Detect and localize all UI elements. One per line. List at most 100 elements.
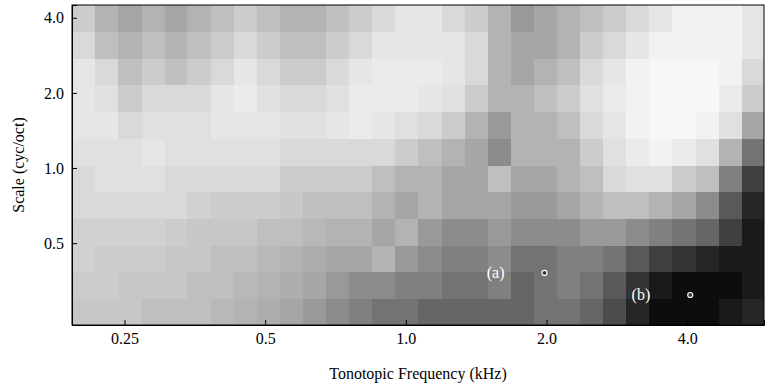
- heat-cell: [557, 85, 581, 112]
- heat-cell: [626, 192, 650, 219]
- heat-cell: [603, 272, 627, 299]
- heat-cell: [72, 192, 96, 219]
- heat-cell: [465, 58, 489, 85]
- heat-cell: [557, 32, 581, 59]
- tick-mark: [265, 320, 266, 325]
- heat-cell: [118, 112, 142, 139]
- heat-cell: [72, 245, 96, 272]
- tick-label: 1.0: [396, 330, 416, 347]
- heat-cell: [742, 298, 764, 325]
- heat-cell: [326, 138, 350, 165]
- heat-cell: [672, 218, 696, 245]
- heat-cell: [234, 272, 258, 299]
- heat-cell: [626, 245, 650, 272]
- heat-cell: [118, 138, 142, 165]
- tick-mark: [687, 320, 688, 325]
- heat-cell: [280, 192, 304, 219]
- heat-cell: [719, 138, 743, 165]
- heat-cell: [626, 218, 650, 245]
- heat-cell: [603, 138, 627, 165]
- heat-cell: [349, 165, 373, 192]
- heat-cell: [418, 192, 442, 219]
- heat-cell: [280, 138, 304, 165]
- heat-cell: [187, 192, 211, 219]
- heat-cell: [626, 138, 650, 165]
- heat-cell: [534, 165, 558, 192]
- heat-cell: [534, 245, 558, 272]
- heat-cell: [557, 298, 581, 325]
- heat-cell: [257, 5, 281, 32]
- heat-cell: [142, 272, 165, 299]
- heat-cell: [557, 245, 581, 272]
- tick: 0.5: [256, 320, 276, 347]
- heat-cell: [696, 218, 720, 245]
- heat-cell: [580, 245, 604, 272]
- heat-cell: [280, 32, 304, 59]
- plot-frame: [72, 5, 764, 325]
- heat-cell: [534, 85, 558, 112]
- heat-cell: [418, 245, 442, 272]
- heat-cell: [442, 58, 466, 85]
- heat-cell: [442, 218, 466, 245]
- heat-cell: [465, 298, 489, 325]
- heat-cell: [187, 138, 211, 165]
- tick-mark: [72, 243, 77, 244]
- heat-cell: [649, 32, 673, 59]
- heat-cell: [118, 298, 142, 325]
- heat-cell: [118, 245, 142, 272]
- heat-cell: [488, 218, 512, 245]
- heat-cell: [372, 138, 396, 165]
- heat-cell: [603, 85, 627, 112]
- heat-cell: [672, 32, 696, 59]
- heat-cell: [488, 112, 512, 139]
- heat-cell: [372, 85, 396, 112]
- heat-cell: [95, 272, 119, 299]
- heat-cell: [372, 58, 396, 85]
- heat-cell: [395, 32, 419, 59]
- heat-cell: [326, 58, 350, 85]
- heat-cell: [442, 192, 466, 219]
- heat-cell: [442, 85, 466, 112]
- heat-cell: [488, 85, 512, 112]
- heat-cell: [719, 85, 743, 112]
- heat-cell: [465, 245, 489, 272]
- heat-cell: [257, 298, 281, 325]
- heat-cell: [511, 58, 535, 85]
- heat-cell: [72, 138, 96, 165]
- heat-cell: [372, 5, 396, 32]
- heat-cell: [672, 272, 696, 299]
- heat-cell: [165, 218, 189, 245]
- heat-cell: [280, 5, 304, 32]
- heat-cell: [165, 58, 189, 85]
- heat-cell: [95, 112, 119, 139]
- tick: 2.0: [537, 320, 557, 347]
- heat-cell: [511, 218, 535, 245]
- heat-cell: [372, 245, 396, 272]
- heat-cell: [118, 272, 142, 299]
- heat-cell: [326, 218, 350, 245]
- heat-cell: [557, 112, 581, 139]
- heat-cell: [280, 165, 304, 192]
- heat-cell: [580, 272, 604, 299]
- heat-cell: [649, 272, 673, 299]
- heat-cell: [649, 58, 673, 85]
- heat-cell: [649, 245, 673, 272]
- heat-cell: [719, 58, 743, 85]
- heat-cell: [696, 245, 720, 272]
- heat-cell: [580, 165, 604, 192]
- heat-cell: [696, 138, 720, 165]
- heat-cell: [626, 58, 650, 85]
- heat-cell: [696, 112, 720, 139]
- heat-cell: [418, 85, 442, 112]
- tick-mark: [72, 168, 77, 169]
- heat-cell: [603, 298, 627, 325]
- heat-cell: [696, 58, 720, 85]
- heat-cell: [742, 138, 764, 165]
- heat-cell: [326, 192, 350, 219]
- heat-cell: [534, 298, 558, 325]
- tick: 4.0: [44, 9, 77, 26]
- heat-cell: [557, 272, 581, 299]
- heat-cell: [488, 58, 512, 85]
- tick-label: 0.25: [111, 330, 139, 347]
- tick: 1.0: [44, 160, 77, 177]
